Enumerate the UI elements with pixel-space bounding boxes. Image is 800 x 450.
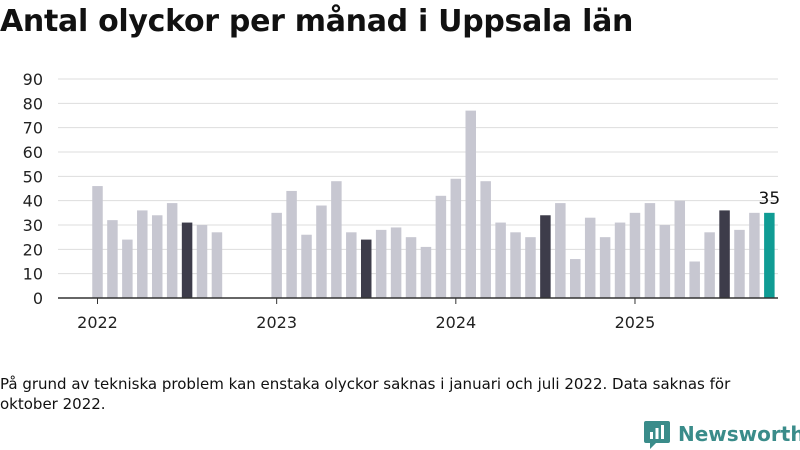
bar <box>599 237 611 298</box>
y-tick-label: 70 <box>23 119 43 138</box>
x-tick-label: 2023 <box>256 313 297 332</box>
bar <box>465 110 476 298</box>
data-labels: 35 <box>759 189 781 209</box>
bar <box>689 261 700 298</box>
bar <box>375 229 387 298</box>
x-tick-label: 2022 <box>77 313 118 332</box>
bar <box>331 181 342 298</box>
bar <box>555 203 566 298</box>
x-tick-label: 2024 <box>435 313 476 332</box>
y-tick-label: 60 <box>23 143 43 162</box>
bar <box>107 220 118 298</box>
bar <box>122 239 133 298</box>
bar <box>495 222 506 298</box>
y-tick-label: 90 <box>23 70 43 89</box>
footnote: På grund av tekniska problem kan enstaka… <box>0 375 731 413</box>
bar <box>525 237 536 298</box>
bar <box>211 232 223 298</box>
y-tick-label: 50 <box>23 167 43 186</box>
bar <box>480 181 491 298</box>
y-tick-label: 30 <box>23 216 43 235</box>
bar <box>704 232 715 298</box>
bar <box>405 237 417 298</box>
bar <box>510 232 521 298</box>
bar <box>151 215 163 298</box>
y-tick-label: 10 <box>23 265 43 284</box>
bars <box>92 110 775 298</box>
grid-lines <box>58 78 778 275</box>
bar <box>644 203 656 298</box>
bar <box>390 227 402 298</box>
chart-title: Antal olyckor per månad i Uppsala län <box>0 4 634 39</box>
bar <box>181 222 193 298</box>
latest-value-label: 35 <box>759 189 781 209</box>
bar <box>674 200 686 298</box>
brand-name: Newsworthy <box>678 422 800 446</box>
bar <box>286 190 297 298</box>
y-axis-ticks: 0 10 20 30 40 50 60 70 80 90 <box>23 70 43 308</box>
x-tick-label: 2025 <box>615 313 656 332</box>
bar <box>764 212 775 298</box>
bar <box>749 212 760 298</box>
bar <box>614 222 626 298</box>
bar <box>734 229 745 298</box>
bar <box>420 246 432 298</box>
bar <box>719 210 730 298</box>
bar <box>346 232 357 298</box>
bar <box>584 217 596 298</box>
bar <box>570 259 581 298</box>
y-tick-label: 20 <box>23 240 43 259</box>
bar <box>360 239 372 298</box>
y-tick-label: 80 <box>23 94 43 113</box>
bar <box>450 178 462 298</box>
bar-chart-icon <box>644 421 670 449</box>
y-tick-label: 40 <box>23 192 43 211</box>
bar <box>166 203 178 298</box>
bar <box>301 234 312 298</box>
x-axis-ticks: 2022 2023 2024 2025 <box>77 298 655 332</box>
bar <box>659 225 671 298</box>
bar <box>271 212 282 298</box>
bar <box>435 195 447 298</box>
bar <box>629 212 641 298</box>
bar <box>316 205 327 298</box>
bar <box>92 186 103 298</box>
newsworthy-logo: Newsworthy <box>644 419 800 449</box>
bar <box>196 225 208 298</box>
bar <box>540 215 551 298</box>
bar-chart: 0 10 20 30 40 50 60 70 80 90 2022 2023 2024 2025 35 <box>23 70 781 332</box>
bar <box>137 210 148 298</box>
y-tick-label: 0 <box>33 289 43 308</box>
